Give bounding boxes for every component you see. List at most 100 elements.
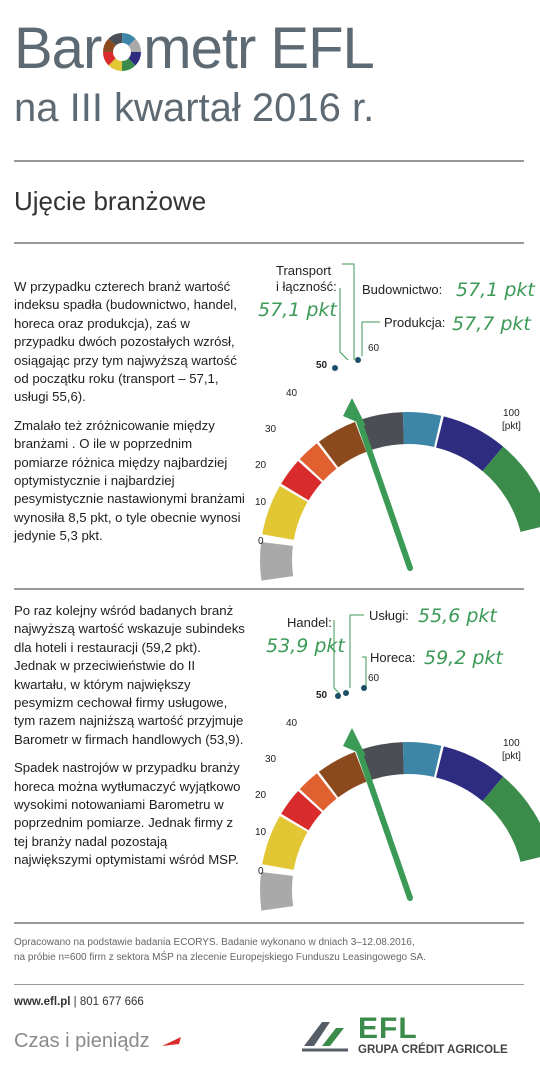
gauge-segment-yellow xyxy=(262,486,308,540)
arrow-shaft xyxy=(355,745,413,901)
tick-30: 30 xyxy=(265,754,277,765)
divider xyxy=(14,242,524,244)
unit-label: [pkt] xyxy=(502,751,521,762)
red-flag-icon xyxy=(162,1037,182,1046)
label-transport-line2: i łączność: xyxy=(276,279,337,294)
gauge-segment-grey xyxy=(260,871,294,911)
tick-0: 0 xyxy=(258,536,264,547)
zone-label-rozwoj: rozwój xyxy=(337,698,365,715)
gauge-segment-yellow xyxy=(262,816,308,870)
tagline: Czas i pieniądz xyxy=(14,1030,183,1053)
arrow-head xyxy=(343,398,366,426)
marker-dot xyxy=(361,685,367,691)
tick-100: 100 xyxy=(503,408,520,419)
section1-paragraph1: W przypadku czterech branż wartość indek… xyxy=(14,279,237,405)
logo-text: EFL xyxy=(358,1012,418,1045)
footnote-line1: Opracowano na podstawie badania ECORYS. … xyxy=(14,937,415,948)
marker-dot xyxy=(343,690,349,696)
gauge-segment-red xyxy=(281,460,322,501)
tick-40: 40 xyxy=(286,718,298,729)
tick-60: 60 xyxy=(368,673,380,684)
section2-text: Po raz kolejny wśród badanych branż najw… xyxy=(14,602,246,880)
gauge-segment-teal xyxy=(402,742,442,777)
label-uslugi: Usługi: xyxy=(369,608,409,623)
marker-dot xyxy=(335,693,341,699)
gauge-segment-brown xyxy=(318,751,367,798)
section1-paragraph2: Zmalało też zróżnicowanie między branżam… xyxy=(14,417,245,544)
tick-10: 10 xyxy=(255,827,267,838)
tick-20: 20 xyxy=(255,790,267,801)
source-footnote: Opracowano na podstawie badania ECORYS. … xyxy=(14,936,519,965)
gauge-segment-navy xyxy=(436,746,504,802)
tick-30: 30 xyxy=(265,424,277,435)
gauge-1-arc xyxy=(260,412,540,581)
tick-40: 40 xyxy=(286,388,298,399)
divider xyxy=(14,922,524,924)
value-budownictwo: 57,1 pkt xyxy=(456,279,536,301)
divider xyxy=(14,984,524,985)
website-link[interactable]: www.efl.pl xyxy=(14,996,71,1008)
value-handel: 53,9 pkt xyxy=(266,635,346,657)
unit-label: [pkt] xyxy=(502,421,521,432)
divider xyxy=(14,160,524,162)
gauge-segment-brown xyxy=(318,421,367,468)
value-horeca: 59,2 pkt xyxy=(424,647,504,669)
gauge-segment-green xyxy=(482,446,540,532)
gauge-segment-red xyxy=(281,790,322,831)
section2-paragraph2: Spadek nastrojów w przypadku branży hore… xyxy=(14,760,241,868)
tick-50: 50 xyxy=(316,690,328,701)
tick-0: 0 xyxy=(258,866,264,877)
value-transport: 57,1 pkt xyxy=(258,299,338,321)
leader-line xyxy=(342,263,355,360)
phone-number: 801 677 666 xyxy=(79,996,144,1008)
section2-paragraph1: Po raz kolejny wśród badanych branż najw… xyxy=(14,603,245,747)
gauge-segment-orange xyxy=(299,773,337,811)
tick-60: 60 xyxy=(368,343,380,354)
label-handel: Handel: xyxy=(287,615,332,630)
tick-10: 10 xyxy=(255,497,267,508)
gauge-segment-orange xyxy=(299,443,337,481)
efl-logo: EFL GRUPA CRÉDIT AGRICOLE xyxy=(300,1012,528,1058)
logo-subtext: GRUPA CRÉDIT AGRICOLE xyxy=(358,1044,508,1056)
gauge-2: 0 10 20 30 40 50 60 100 [pkt] rozwój Han… xyxy=(255,605,540,911)
zone-label-rozwoj: rozwój xyxy=(337,368,365,385)
marker-dot xyxy=(355,357,361,363)
marker-dot xyxy=(332,365,338,371)
barometer-o-icon xyxy=(103,33,142,71)
gauge-segment-navy xyxy=(436,416,504,472)
divider xyxy=(14,588,524,590)
arrow-head xyxy=(343,728,366,756)
leader-line xyxy=(361,321,380,356)
title-text-part1: Bar xyxy=(14,16,102,81)
label-produkcja: Produkcja: xyxy=(384,315,445,330)
title-text-part2: metr EFL xyxy=(143,16,374,81)
gauge-2-arc xyxy=(260,742,540,911)
label-transport-line1: Transport xyxy=(276,263,332,278)
gauge-segment-teal xyxy=(402,412,442,447)
tick-20: 20 xyxy=(255,460,267,471)
value-uslugi: 55,6 pkt xyxy=(418,605,498,627)
leader-line xyxy=(362,656,367,686)
section1-text: W przypadku czterech branż wartość indek… xyxy=(14,278,246,556)
label-horeca: Horeca: xyxy=(370,650,416,665)
contact-line: www.efl.pl | 801 677 666 xyxy=(14,996,144,1008)
leader-line xyxy=(349,614,364,688)
tick-50: 50 xyxy=(316,360,328,371)
gauge-segment-green xyxy=(482,776,540,862)
contact-separator: | xyxy=(73,996,77,1008)
page-subtitle: na III kwartał 2016 r. xyxy=(14,86,375,130)
arrow-shaft xyxy=(355,415,413,571)
tick-100: 100 xyxy=(503,738,520,749)
credit-agricole-logo-icon xyxy=(302,1022,348,1052)
gauge-2-needle-arrow xyxy=(343,728,413,901)
leader-line xyxy=(339,288,349,361)
leader-line xyxy=(333,620,341,695)
gauge-segment-grey xyxy=(260,541,294,581)
section-title: Ujęcie branżowe xyxy=(14,186,207,216)
gauge-1: 0 10 20 30 40 50 60 100 [pkt] rozwój Tra… xyxy=(255,263,540,581)
gauge-1-needle-arrow xyxy=(343,398,413,571)
tagline-text: Czas i pieniądz xyxy=(14,1030,150,1052)
page-title: Bar metr EFL xyxy=(14,20,375,78)
label-budownictwo: Budownictwo: xyxy=(362,282,442,297)
footnote-line2: na próbie n=600 firm z sektora MŚP na zl… xyxy=(14,951,427,963)
